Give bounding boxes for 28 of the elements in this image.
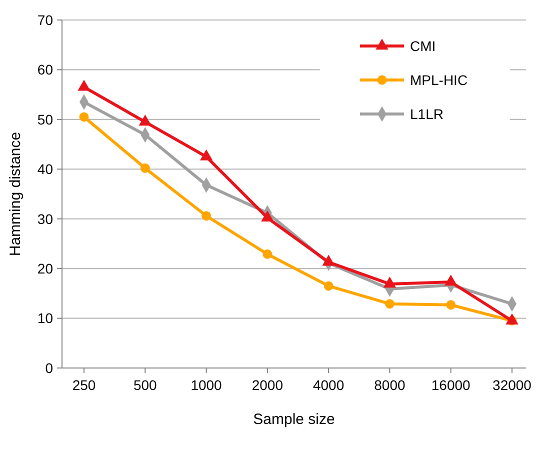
x-tick-label: 500 xyxy=(133,377,158,393)
x-tick-label: 32000 xyxy=(492,377,532,393)
x-tick-label: 4000 xyxy=(312,377,344,393)
y-tick-label: 60 xyxy=(37,62,54,78)
point xyxy=(384,299,394,309)
point xyxy=(446,300,456,310)
y-tick-label: 30 xyxy=(37,210,54,227)
legend-label: MPL-HIC xyxy=(410,72,468,88)
y-tick-label: 20 xyxy=(37,260,54,276)
y-tick-label: 50 xyxy=(37,111,54,128)
x-tick-label: 8000 xyxy=(374,377,406,393)
x-axis-title: Sample size xyxy=(253,411,335,428)
point xyxy=(202,211,212,221)
x-tick-label: 2000 xyxy=(252,377,284,393)
x-tick-label: 1000 xyxy=(190,377,222,393)
point xyxy=(140,163,150,173)
y-tick-label: 0 xyxy=(45,360,54,376)
y-axis-title: Hamming distance xyxy=(7,132,24,256)
y-tick-label: 10 xyxy=(37,310,54,326)
point xyxy=(262,249,272,259)
legend-label: L1LR xyxy=(410,106,444,122)
y-tick-label: 40 xyxy=(37,161,54,178)
x-tick-label: 16000 xyxy=(431,377,471,393)
y-tick-label: 70 xyxy=(37,12,54,28)
legend-label: CMI xyxy=(410,38,436,54)
x-tick-label: 250 xyxy=(72,377,96,393)
point xyxy=(79,112,89,122)
point xyxy=(324,281,334,291)
